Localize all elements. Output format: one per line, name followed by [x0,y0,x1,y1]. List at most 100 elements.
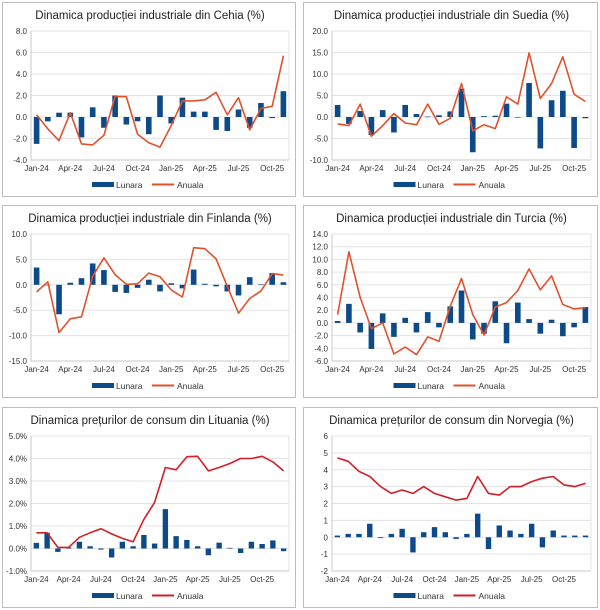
x-tick-label: Jul-25 [529,164,551,173]
x-tick-label: Jan-25 [461,164,486,173]
bar-lunara [89,263,96,285]
x-tick-label: Jan-25 [455,575,480,584]
x-tick-label: Jan-24 [24,365,49,374]
y-tick-label: 0.0 [317,319,329,328]
bar-lunara [101,117,107,128]
bar-lunara [548,319,555,323]
x-tick-label: Apr-24 [58,365,83,374]
y-tick-label: 3.0% [9,477,27,486]
bar-lunara [119,541,126,549]
x-tick-label: Jul-24 [90,575,112,584]
y-tick-label: 0.0 [317,113,329,122]
bar-lunara [55,548,61,552]
y-tick-label: -4.0 [314,344,328,353]
bar-lunara [168,117,175,124]
bar-lunara [227,547,233,549]
bar-lunara [379,313,386,323]
x-tick-label: Jul-25 [529,365,551,374]
bar-lunara [424,116,431,118]
bar-lunara [582,117,589,119]
bar-lunara [442,532,449,538]
bar-lunara [421,532,427,538]
bar-lunara [464,533,470,538]
bar-lunara [56,284,62,315]
y-tick-label: 5 [324,449,329,458]
bar-lunara [248,541,255,549]
legend-label-lunara: Lunara [418,591,445,601]
x-tick-label: Oct-25 [260,365,285,374]
bar-lunara [168,283,175,285]
bar-lunara [582,535,589,538]
x-tick-label: Jul-24 [394,365,416,374]
bar-lunara [280,282,287,285]
chart-panel-cehia: Dinamica producției industriale din Cehi… [2,2,296,197]
x-tick-label: Oct-25 [562,164,587,173]
y-tick-label: 8.0 [16,27,28,36]
bar-lunara [368,322,375,349]
x-tick-label: Apr-25 [495,365,520,374]
y-tick-label: 2 [324,500,329,509]
y-tick-label: -4.0 [13,156,27,165]
chart-suedia: Dinamica producției industriale din Sued… [310,10,592,190]
x-tick-label: Jan-25 [461,365,486,374]
chart-turcia: Dinamica producției industriale din Turc… [312,213,592,391]
bar-lunara [334,535,341,538]
bar-lunara [87,546,93,549]
bar-lunara [246,117,253,128]
bar-lunara [190,269,197,285]
chart-title: Dinamica prețurilor de consum din Lituan… [30,415,269,427]
bar-lunara [539,537,546,548]
bar-lunara [424,312,431,323]
bar-lunara [213,284,219,287]
bar-lunara [560,90,566,117]
chart-panel-lituania: Dinamica prețurilor de consum din Lituan… [2,407,296,608]
chart-title: Dinamica producției industriale din Turc… [336,213,567,225]
bar-lunara [45,117,51,122]
legend-label-anuala: Anuala [177,180,204,190]
bar-lunara [388,533,395,538]
y-tick-label: -10.0 [9,332,28,341]
bar-lunara [151,543,158,549]
bar-lunara [258,284,264,285]
bar-lunara [184,539,190,549]
bar-lunara [145,279,152,285]
legend-label-anuala: Anuala [479,591,506,601]
y-tick-label: 12.0 [312,243,328,252]
y-tick-label: -6.0 [314,357,328,366]
bar-lunara [101,270,107,285]
bar-lunara [447,306,454,323]
legend-label-lunara: Lunara [116,180,143,190]
bar-lunara [507,530,513,538]
bar-lunara [402,104,409,117]
y-tick-label: 5.0 [16,255,28,264]
y-tick-label: 0.0 [16,113,28,122]
bar-lunara [173,536,179,549]
y-tick-label: 10.0 [312,255,328,264]
chart-title: Dinamica producției industriale din Cehi… [35,10,265,22]
x-tick-label: Jan-24 [325,575,350,584]
bar-lunara [145,117,152,135]
bar-lunara [481,116,487,117]
bar-lunara [123,117,130,125]
bar-lunara [526,319,532,323]
bar-lunara [202,111,208,117]
bar-lunara [216,542,222,549]
bar-lunara [447,111,454,117]
y-tick-label: 5.0% [9,432,27,441]
chart-title: Dinamica prețurilor de consum din Norveg… [329,415,574,427]
y-tick-label: 15.0 [312,49,328,58]
x-tick-label: Jul-25 [228,164,250,173]
x-tick-label: Jan-25 [159,365,184,374]
legend-label-lunara: Lunara [418,180,445,190]
legend-label-anuala: Anuala [479,381,506,391]
bar-lunara [571,117,577,148]
y-tick-label: 2.0% [9,500,27,509]
bar-lunara [33,542,40,549]
chart-panel-norvegia: Dinamica prețurilor de consum din Norveg… [303,407,598,608]
x-tick-label: Jan-24 [325,365,350,374]
bar-lunara [550,530,556,538]
x-tick-label: Oct-25 [260,164,285,173]
y-tick-label: -10.0 [310,156,329,165]
bar-lunara [346,303,352,323]
bar-lunara [123,284,130,293]
